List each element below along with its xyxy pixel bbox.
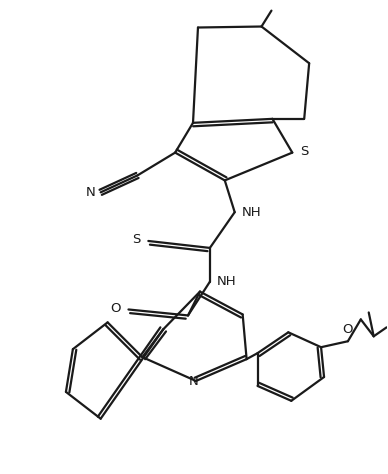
Text: O: O bbox=[110, 302, 121, 315]
Text: O: O bbox=[343, 323, 353, 336]
Text: N: N bbox=[189, 375, 199, 389]
Text: NH: NH bbox=[217, 275, 236, 288]
Text: S: S bbox=[300, 145, 308, 158]
Text: N: N bbox=[86, 186, 96, 199]
Text: S: S bbox=[132, 234, 140, 246]
Text: NH: NH bbox=[242, 206, 261, 219]
